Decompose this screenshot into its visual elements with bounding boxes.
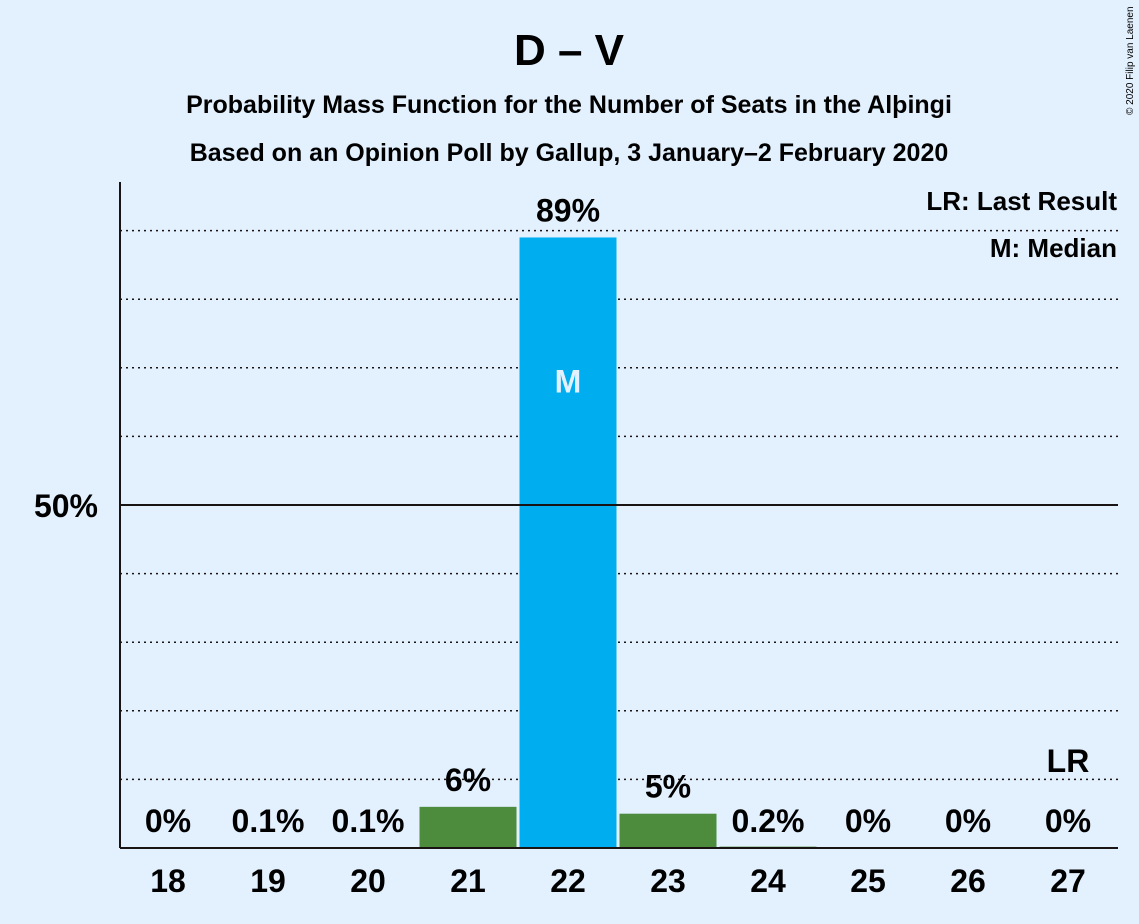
bars <box>219 237 817 848</box>
x-tick-label-24: 24 <box>750 863 786 899</box>
x-tick-label-26: 26 <box>950 863 986 899</box>
x-tick-label-27: 27 <box>1050 863 1086 899</box>
data-label-19: 0.1% <box>232 803 305 839</box>
bar-21 <box>419 806 517 848</box>
data-label-27: 0% <box>1045 803 1091 839</box>
median-marker: M <box>555 364 582 400</box>
legend-last-result: LR: Last Result <box>926 186 1117 216</box>
data-label-23: 5% <box>645 769 691 805</box>
data-label-25: 0% <box>845 803 891 839</box>
chart-title: D – V <box>514 26 625 75</box>
chart-subtitle-line1: Probability Mass Function for the Number… <box>186 91 952 119</box>
x-tick-label-22: 22 <box>550 863 586 899</box>
data-label-24: 0.2% <box>732 803 805 839</box>
x-tick-label-18: 18 <box>150 863 186 899</box>
axes <box>119 182 1118 849</box>
copyright-text: © 2020 Filip van Laenen <box>1125 6 1136 115</box>
x-tick-label-23: 23 <box>650 863 686 899</box>
x-tick-label-21: 21 <box>450 863 486 899</box>
bar-22 <box>519 237 617 848</box>
data-label-18: 0% <box>145 803 191 839</box>
data-label-20: 0.1% <box>332 803 405 839</box>
gridlines <box>120 229 1118 781</box>
x-tick-label-20: 20 <box>350 863 386 899</box>
x-tick-label-19: 19 <box>250 863 286 899</box>
data-label-21: 6% <box>445 762 491 798</box>
last-result-marker: LR <box>1047 743 1090 779</box>
data-label-26: 0% <box>945 803 991 839</box>
data-label-22: 89% <box>536 192 600 228</box>
y-tick-label: 50% <box>34 488 98 524</box>
x-tick-label-25: 25 <box>850 863 886 899</box>
bar-23 <box>619 813 717 848</box>
legend-median: M: Median <box>990 233 1117 263</box>
chart-subtitle-line2: Based on an Opinion Poll by Gallup, 3 Ja… <box>190 139 949 167</box>
labels: 0% 18 0.1% 19 0.1% 20 6% 21 89% 22 M 5% 23 0.2% 24 0% 25… <box>34 192 1091 899</box>
